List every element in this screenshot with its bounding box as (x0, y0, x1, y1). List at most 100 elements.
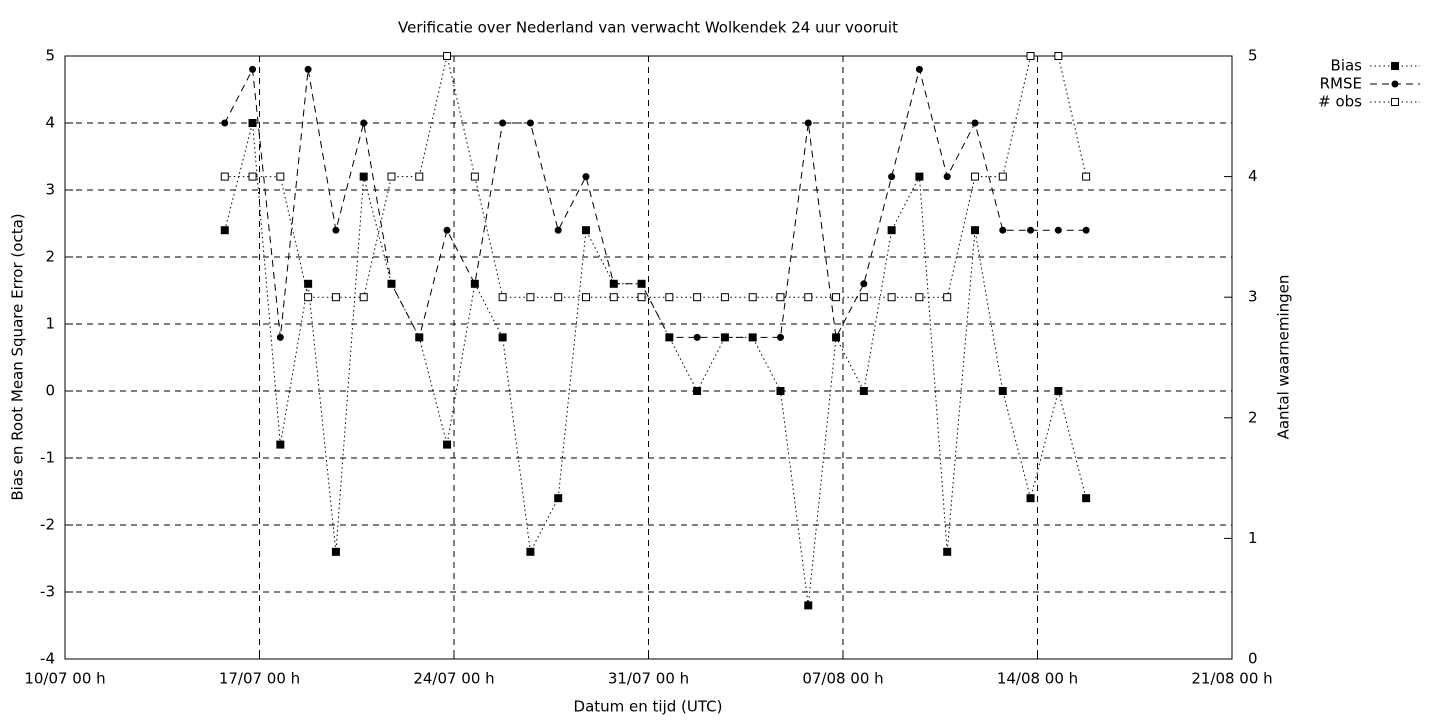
point (749, 333, 757, 341)
point (276, 333, 284, 341)
point (304, 65, 312, 73)
x-tick-label: 14/08 00 h (997, 670, 1078, 688)
point (332, 226, 340, 234)
legend-marker (1391, 80, 1399, 88)
y-tick-label: 2 (45, 248, 55, 266)
point (832, 293, 841, 302)
point (1026, 52, 1035, 60)
point (415, 333, 423, 341)
point (360, 119, 368, 127)
point (331, 547, 340, 556)
point (832, 333, 840, 341)
point (526, 119, 534, 127)
point (387, 280, 395, 288)
point (970, 226, 979, 235)
point (693, 333, 701, 341)
point (943, 293, 952, 302)
point (498, 333, 507, 342)
x-axis-label: Datum en tijd (UTC) (574, 698, 723, 716)
point (915, 172, 924, 181)
point (554, 494, 563, 503)
point (609, 293, 618, 302)
point (359, 293, 368, 302)
point (1082, 494, 1091, 503)
point (1027, 226, 1035, 234)
y-tick-label: -3 (40, 583, 55, 601)
y-tick-label: -2 (40, 516, 55, 534)
point (915, 293, 924, 302)
point (665, 333, 673, 341)
point (554, 293, 563, 302)
point (331, 293, 340, 302)
point (998, 387, 1007, 395)
point (776, 387, 785, 395)
point (915, 65, 923, 73)
point (220, 172, 229, 181)
point (998, 172, 1007, 181)
point (499, 119, 507, 127)
point (610, 280, 618, 288)
y-tick-label: -1 (40, 449, 55, 467)
point (554, 226, 562, 234)
point (943, 547, 952, 556)
y2-tick-label: 2 (1248, 408, 1258, 426)
y2-tick-label: 0 (1248, 650, 1258, 668)
x-tick-label: 31/07 00 h (608, 670, 689, 688)
x-tick-label: 21/08 00 h (1191, 670, 1272, 688)
point (304, 279, 313, 288)
point (943, 173, 951, 181)
point (970, 172, 979, 181)
point (443, 226, 451, 234)
point (720, 293, 729, 302)
point (1054, 226, 1062, 234)
point (498, 293, 507, 302)
legend-label: # obs (1318, 93, 1362, 111)
point (888, 173, 896, 181)
y2-axis-label: Aantal waarnemingen (1275, 275, 1293, 440)
point (748, 293, 757, 302)
point (859, 293, 868, 302)
x-tick-label: 17/07 00 h (219, 670, 300, 688)
point (1082, 172, 1091, 181)
point (387, 172, 396, 181)
y-tick-label: 4 (45, 114, 55, 132)
point (276, 172, 285, 181)
point (304, 293, 313, 302)
legend-label: RMSE (1320, 75, 1362, 93)
point (721, 333, 729, 341)
point (804, 119, 812, 127)
point (776, 293, 785, 302)
point (276, 440, 285, 449)
x-tick-label: 07/08 00 h (802, 670, 883, 688)
point (665, 293, 674, 302)
point (776, 333, 784, 341)
point (220, 226, 229, 235)
y2-tick-label: 1 (1248, 529, 1258, 547)
point (693, 293, 702, 302)
point (470, 172, 479, 181)
point (248, 119, 257, 127)
y2-tick-label: 5 (1248, 47, 1258, 65)
x-tick-label: 10/07 00 h (24, 670, 105, 688)
y-tick-label: -4 (40, 650, 55, 668)
legend-marker (1391, 98, 1399, 106)
point (526, 293, 535, 302)
point (637, 293, 646, 302)
series-line (224, 67, 1087, 340)
point (221, 119, 229, 127)
y2-tick-label: 4 (1248, 167, 1258, 185)
point (859, 387, 868, 395)
point (693, 387, 702, 395)
point (526, 547, 535, 556)
legend-label: Bias (1331, 57, 1363, 75)
point (249, 65, 257, 73)
point (443, 52, 452, 60)
point (1082, 226, 1090, 234)
point (971, 119, 979, 127)
point (443, 440, 452, 449)
x-tick-label: 24/07 00 h (413, 670, 494, 688)
y-tick-label: 1 (45, 315, 55, 333)
point (638, 280, 646, 288)
point (248, 172, 257, 181)
